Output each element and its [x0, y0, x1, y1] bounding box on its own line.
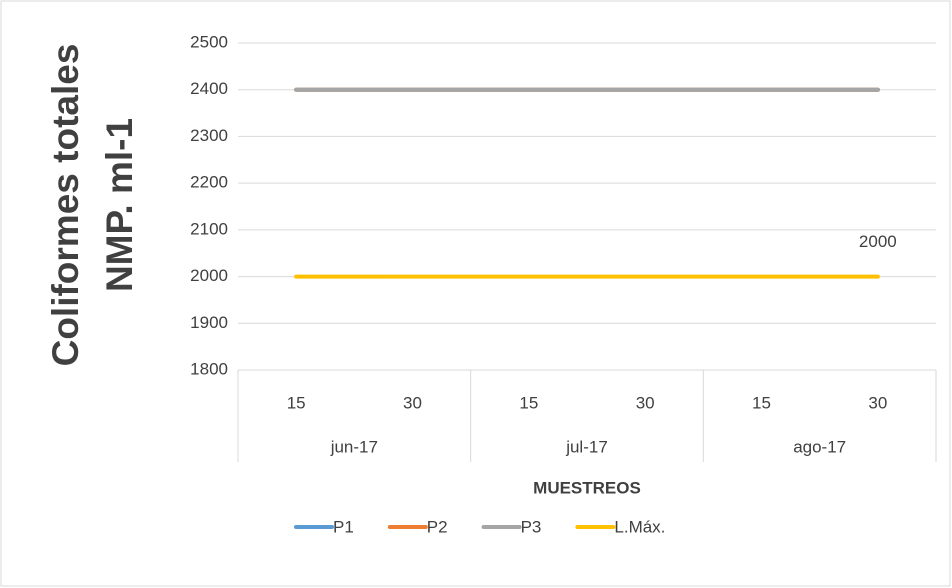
y-tick-label: 2300	[190, 126, 228, 145]
x-tick-label: 30	[636, 393, 655, 412]
x-tick-label: 30	[868, 393, 887, 412]
legend-label: P1	[333, 517, 354, 536]
x-tick-label: 15	[287, 393, 306, 412]
y-axis-label: Coliformes totales	[45, 44, 86, 367]
legend-label: L.Máx.	[614, 517, 665, 536]
y-tick-label: 2500	[190, 32, 228, 51]
x-tick-label: 15	[519, 393, 538, 412]
y-tick-label: 2000	[190, 266, 228, 285]
legend-label: P2	[427, 517, 448, 536]
x-axis-label: MUESTREOS	[533, 478, 641, 497]
x-group-label: jul-17	[565, 437, 608, 456]
x-group-label: jun-17	[330, 437, 378, 456]
x-tick-label: 15	[752, 393, 771, 412]
legend-label: P3	[521, 517, 542, 536]
y-axis-label: NMP. ml-1	[99, 118, 140, 292]
x-group-label: ago-17	[793, 437, 846, 456]
y-tick-label: 2100	[190, 219, 228, 238]
x-tick-label: 30	[403, 393, 422, 412]
y-tick-label: 2400	[190, 79, 228, 98]
y-tick-label: 1800	[190, 359, 228, 378]
y-tick-label: 1900	[190, 313, 228, 332]
y-tick-label: 2200	[190, 173, 228, 192]
data-label: 2000	[859, 232, 897, 251]
